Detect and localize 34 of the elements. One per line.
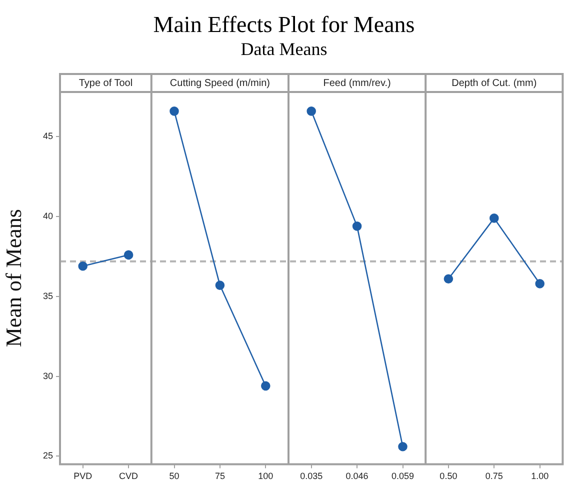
point bbox=[444, 274, 454, 284]
y-axis-title: Mean of Means bbox=[0, 209, 26, 348]
point bbox=[306, 106, 316, 116]
point bbox=[535, 279, 544, 288]
point bbox=[78, 261, 88, 271]
text: Depth of Cut. (mm) bbox=[452, 78, 537, 89]
x-tick-label: CVD bbox=[119, 471, 139, 482]
text: Cutting Speed (m/min) bbox=[170, 78, 270, 89]
text: Feed (mm/rev.) bbox=[323, 78, 391, 89]
x-tick-label: 0.50 bbox=[440, 471, 458, 482]
y-tick-label: 40 bbox=[42, 211, 53, 222]
x-tick-label: 0.75 bbox=[485, 471, 503, 482]
x-tick-label: 0.046 bbox=[346, 471, 368, 482]
text: Type of Tool bbox=[78, 78, 133, 89]
y-tick-label: 45 bbox=[42, 131, 53, 142]
point bbox=[124, 250, 134, 260]
x-tick-label: 75 bbox=[214, 471, 225, 482]
x-tick-label: 50 bbox=[169, 471, 180, 482]
y-tick-label: 35 bbox=[42, 290, 53, 301]
y-tick-label: 30 bbox=[42, 370, 53, 381]
point bbox=[398, 442, 408, 452]
chart-title: Main Effects Plot for Means bbox=[152, 11, 416, 38]
point bbox=[170, 106, 179, 116]
point bbox=[352, 222, 362, 231]
x-tick-label: 0.059 bbox=[391, 471, 414, 482]
y-tick-label: 25 bbox=[42, 450, 53, 461]
point bbox=[261, 381, 270, 391]
x-tick-label: 0.035 bbox=[300, 471, 323, 482]
x-tick-label: 100 bbox=[258, 471, 274, 482]
point bbox=[490, 214, 499, 223]
x-tick-label: PVD bbox=[74, 471, 93, 482]
point bbox=[215, 280, 225, 290]
x-tick-label: 1.00 bbox=[531, 471, 549, 482]
chart-subtitle: Data Means bbox=[240, 38, 328, 60]
